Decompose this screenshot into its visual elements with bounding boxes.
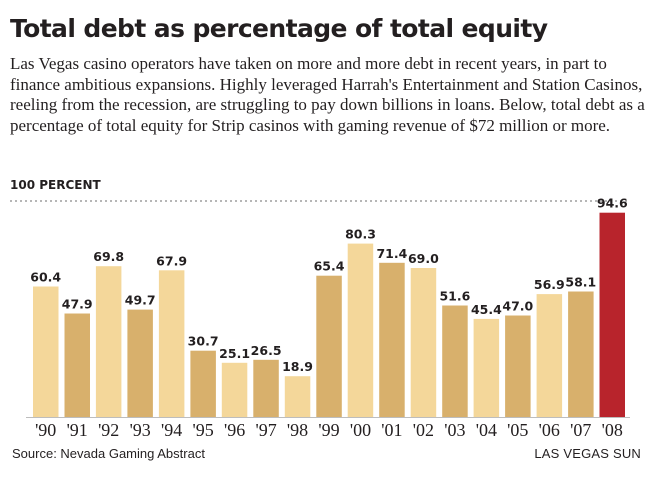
bar-99: [316, 275, 342, 417]
chart-title: Total debt as percentage of total equity: [10, 14, 548, 43]
bar-04: [473, 318, 500, 417]
value-label-05: 47.0: [502, 299, 533, 314]
tick-label-93: '93: [130, 420, 151, 440]
bar-93: [127, 309, 153, 417]
value-label-99: 65.4: [314, 259, 345, 274]
value-label-98: 18.9: [282, 359, 313, 374]
value-label-97: 26.5: [251, 343, 282, 358]
tick-label-95: '95: [192, 420, 213, 440]
tick-label-90: '90: [35, 420, 56, 440]
tick-label-03: '03: [444, 420, 465, 440]
source-note: Source: Nevada Gaming Abstract: [12, 446, 205, 461]
tick-label-92: '92: [98, 420, 119, 440]
tick-label-91: '91: [67, 420, 88, 440]
bar-98: [284, 376, 311, 417]
tick-label-99: '99: [318, 420, 339, 440]
value-label-06: 56.9: [534, 277, 565, 292]
value-label-91: 47.9: [62, 297, 93, 312]
bar-group: [33, 212, 625, 417]
tick-label-group: '90 '91 '92 '93 '94 '95 '96 '97 '98 '99 '00 '01 '02 '…: [35, 420, 623, 440]
tick-label-06: '06: [539, 420, 560, 440]
bar-03: [442, 305, 468, 417]
bar-91: [64, 313, 90, 417]
tick-label-96: '96: [224, 420, 245, 440]
tick-label-04: '04: [476, 420, 497, 440]
bar-02: [410, 268, 437, 417]
tick-label-01: '01: [381, 420, 402, 440]
value-label-03: 51.6: [439, 289, 470, 304]
reference-line-label: 100 PERCENT: [10, 178, 101, 192]
value-label-92: 69.8: [93, 249, 124, 264]
value-label-00: 80.3: [345, 227, 376, 242]
bar-94: [158, 270, 185, 417]
value-label-group: 60.447.9 69.8 49.7 67.9 30.725.1 26.518.9 65.4…: [30, 196, 628, 375]
bar-01: [379, 262, 405, 417]
bar-05: [505, 315, 531, 417]
tick-label-02: '02: [413, 420, 434, 440]
value-label-01: 71.4: [376, 246, 407, 261]
bar-07: [568, 291, 594, 417]
bar-06: [536, 294, 563, 417]
bar-90: [33, 286, 59, 417]
value-label-90: 60.4: [30, 270, 61, 285]
value-label-07: 58.1: [565, 275, 596, 290]
value-label-95: 30.7: [188, 334, 219, 349]
tick-label-94: '94: [161, 420, 182, 440]
tick-label-08: '08: [602, 420, 623, 440]
bar-96: [221, 362, 248, 417]
value-label-94: 67.9: [156, 253, 187, 268]
bar-95: [190, 350, 216, 417]
tick-label-97: '97: [255, 420, 276, 440]
publisher-credit: LAS VEGAS SUN: [534, 446, 641, 461]
bar-92: [95, 266, 122, 417]
value-label-04: 45.4: [471, 302, 502, 317]
tick-label-00: '00: [350, 420, 371, 440]
tick-label-98: '98: [287, 420, 308, 440]
bar-08: [599, 212, 625, 417]
value-label-96: 25.1: [219, 346, 250, 361]
value-label-08: 94.6: [597, 196, 628, 211]
value-label-93: 49.7: [125, 293, 156, 308]
bar-00: [347, 243, 374, 417]
bar-97: [253, 359, 279, 417]
tick-label-07: '07: [570, 420, 591, 440]
value-label-02: 69.0: [408, 251, 439, 266]
chart-subtitle: Las Vegas casino operators have taken on…: [10, 54, 645, 135]
tick-label-05: '05: [507, 420, 528, 440]
